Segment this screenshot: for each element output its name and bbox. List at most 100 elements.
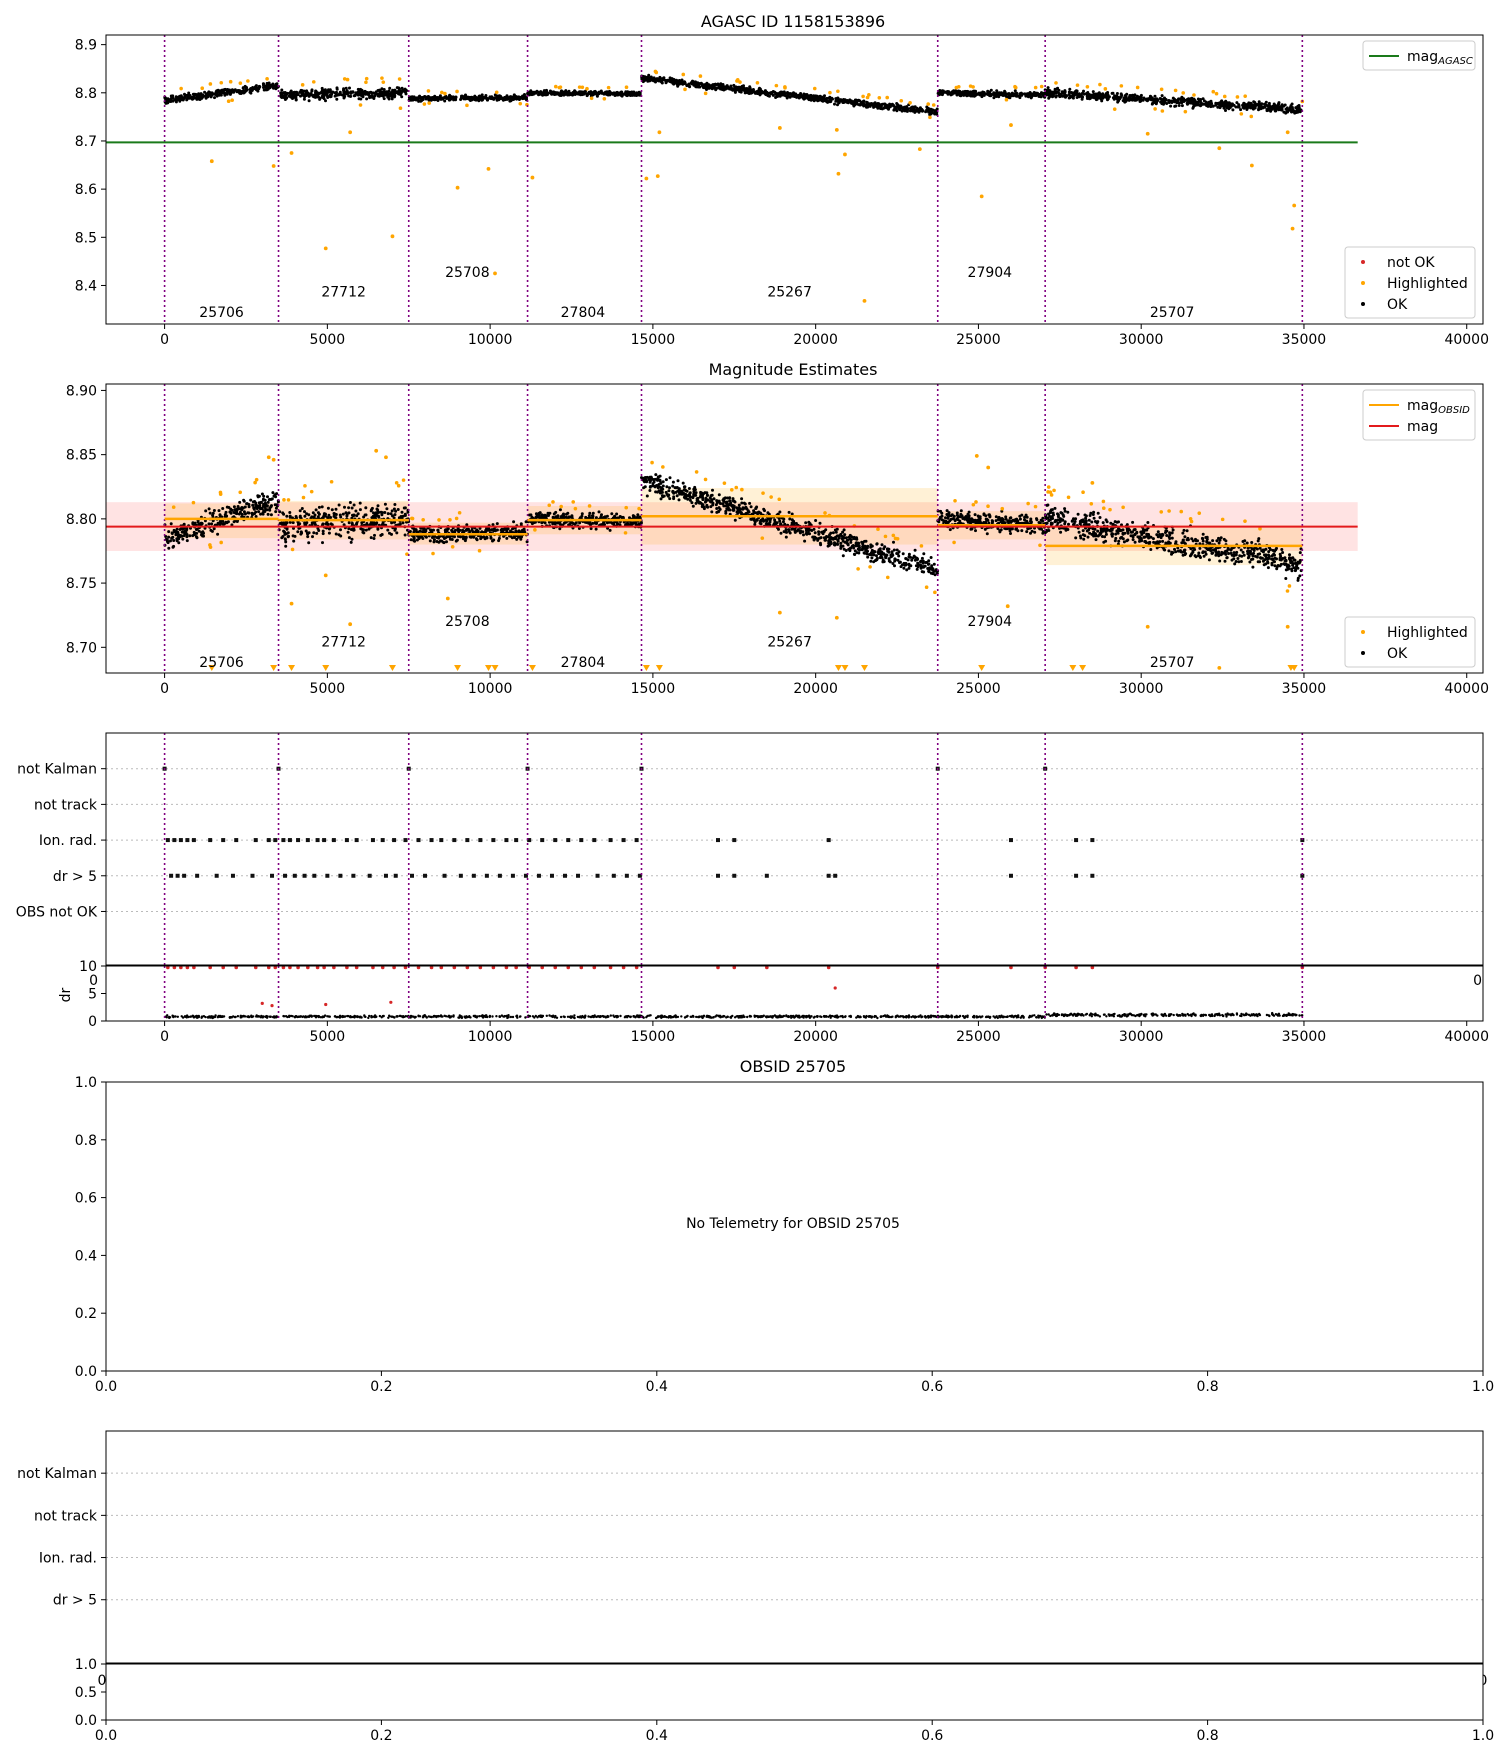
ok-point — [404, 92, 408, 96]
ok-point — [778, 510, 782, 514]
ok-point — [321, 541, 324, 545]
ok-point — [317, 505, 321, 509]
ok-point — [920, 109, 924, 113]
ok-point — [311, 94, 315, 98]
x-tick-label: 35000 — [1282, 332, 1327, 348]
ok-point — [654, 473, 658, 477]
ok-point — [813, 98, 817, 102]
ok-point — [283, 537, 287, 541]
ok-point — [342, 96, 346, 100]
ok-point — [1013, 92, 1017, 96]
ok-point — [337, 503, 341, 507]
ok-point — [725, 84, 729, 88]
ok-point — [841, 530, 845, 534]
ok-point — [327, 513, 331, 517]
ok-point — [1290, 110, 1293, 114]
ok-point — [836, 103, 839, 107]
x-tick-label: 40000 — [1444, 332, 1489, 348]
ok-point — [242, 499, 246, 503]
ok-point — [334, 532, 338, 536]
ok-point — [672, 78, 676, 81]
ok-point — [166, 97, 170, 101]
ok-point — [1262, 105, 1266, 109]
highlighted-point — [580, 85, 585, 90]
highlighted-point — [954, 85, 959, 90]
ok-point — [833, 102, 836, 106]
ok-point — [311, 511, 315, 515]
ok-point — [671, 484, 675, 488]
ok-point — [225, 89, 229, 93]
ok-point — [510, 536, 514, 540]
ok-point — [1096, 92, 1099, 96]
ok-point — [831, 537, 835, 541]
ok-point — [274, 506, 278, 510]
ok-point — [733, 85, 737, 89]
ok-point — [375, 511, 379, 515]
ok-point — [329, 516, 333, 519]
ok-point — [386, 92, 390, 96]
ok-point — [331, 90, 335, 94]
highlighted-point — [271, 164, 276, 168]
obsid-label: 25267 — [767, 285, 812, 301]
ok-point — [303, 523, 307, 527]
highlighted-point — [836, 89, 840, 94]
ok-point — [703, 85, 707, 89]
ok-point — [684, 489, 688, 492]
ok-point — [803, 539, 807, 543]
ok-point — [312, 531, 316, 535]
ok-point — [344, 86, 348, 90]
ok-point — [723, 87, 727, 91]
highlighted-point — [342, 77, 347, 81]
ok-point — [580, 514, 584, 518]
ok-point — [591, 511, 595, 515]
ok-point — [1045, 93, 1049, 97]
ok-point — [1260, 102, 1264, 106]
ok-point — [597, 90, 601, 94]
ok-point — [615, 90, 619, 94]
ok-point — [372, 537, 376, 540]
ok-point — [249, 91, 253, 95]
ok-point — [605, 521, 609, 525]
ok-point — [419, 96, 423, 100]
ok-point — [979, 91, 982, 95]
ok-point — [201, 93, 205, 97]
ok-point — [335, 93, 339, 97]
panel-title: AGASC ID 1158153896 — [701, 12, 885, 31]
ok-point — [1098, 96, 1102, 100]
ok-point — [493, 93, 497, 97]
ok-point — [661, 480, 665, 484]
ok-point — [389, 512, 393, 516]
ok-point — [412, 539, 416, 542]
highlighted-point — [230, 98, 234, 103]
ok-point — [678, 492, 682, 496]
ok-point — [271, 83, 275, 87]
ok-point — [710, 510, 714, 514]
ok-point — [180, 96, 184, 100]
ok-point — [520, 529, 524, 533]
ok-point — [588, 511, 592, 515]
ok-point — [349, 90, 353, 94]
ok-point — [439, 539, 442, 543]
ok-point — [538, 511, 542, 515]
ok-point — [178, 94, 182, 98]
ok-point — [1237, 103, 1241, 107]
ok-point — [574, 91, 578, 95]
highlighted-point — [311, 80, 316, 84]
ok-point — [170, 536, 174, 540]
ok-point — [291, 516, 294, 520]
ok-point — [540, 514, 544, 517]
ok-point — [1229, 103, 1233, 107]
ok-point — [489, 536, 493, 540]
ok-point — [252, 507, 256, 511]
ok-point — [779, 90, 783, 94]
ok-point — [963, 91, 967, 95]
ok-point — [814, 519, 818, 522]
ok-point — [895, 548, 899, 552]
highlighted-point — [323, 246, 328, 251]
ok-point — [338, 513, 342, 517]
highlighted-point — [1009, 123, 1013, 127]
ok-point — [749, 505, 753, 509]
ok-point — [279, 94, 283, 98]
highlighted-point — [440, 90, 444, 95]
ok-point — [1234, 105, 1238, 109]
